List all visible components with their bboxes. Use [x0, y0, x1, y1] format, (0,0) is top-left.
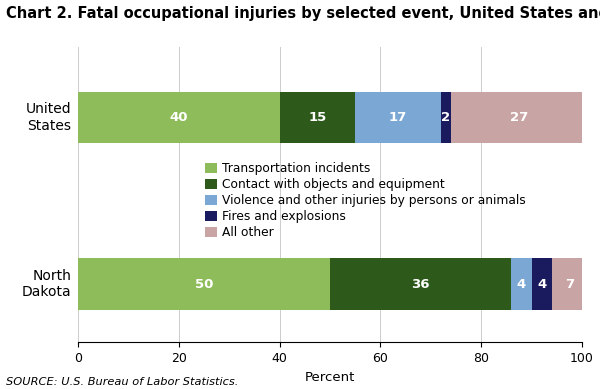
Text: 2: 2 — [442, 111, 451, 124]
Bar — [78, 92, 280, 143]
Bar — [280, 92, 355, 143]
Text: 50: 50 — [195, 277, 213, 291]
Text: 4: 4 — [517, 277, 526, 291]
Bar — [78, 258, 330, 310]
Text: SOURCE: U.S. Bureau of Labor Statistics.: SOURCE: U.S. Bureau of Labor Statistics. — [6, 377, 238, 387]
Text: 27: 27 — [510, 111, 528, 124]
Bar — [441, 92, 451, 143]
Text: 7: 7 — [565, 277, 574, 291]
Bar — [330, 258, 511, 310]
Bar — [552, 258, 587, 310]
Bar — [355, 92, 441, 143]
Text: 40: 40 — [170, 111, 188, 124]
Text: 15: 15 — [308, 111, 326, 124]
Text: 36: 36 — [412, 277, 430, 291]
Text: 17: 17 — [389, 111, 407, 124]
X-axis label: Percent: Percent — [305, 371, 355, 384]
Bar — [511, 258, 532, 310]
Text: 4: 4 — [537, 277, 547, 291]
Bar — [532, 258, 552, 310]
Bar — [451, 92, 587, 143]
Text: Chart 2. Fatal occupational injuries by selected event, United States and North : Chart 2. Fatal occupational injuries by … — [6, 6, 600, 21]
Legend: Transportation incidents, Contact with objects and equipment, Violence and other: Transportation incidents, Contact with o… — [200, 157, 530, 244]
